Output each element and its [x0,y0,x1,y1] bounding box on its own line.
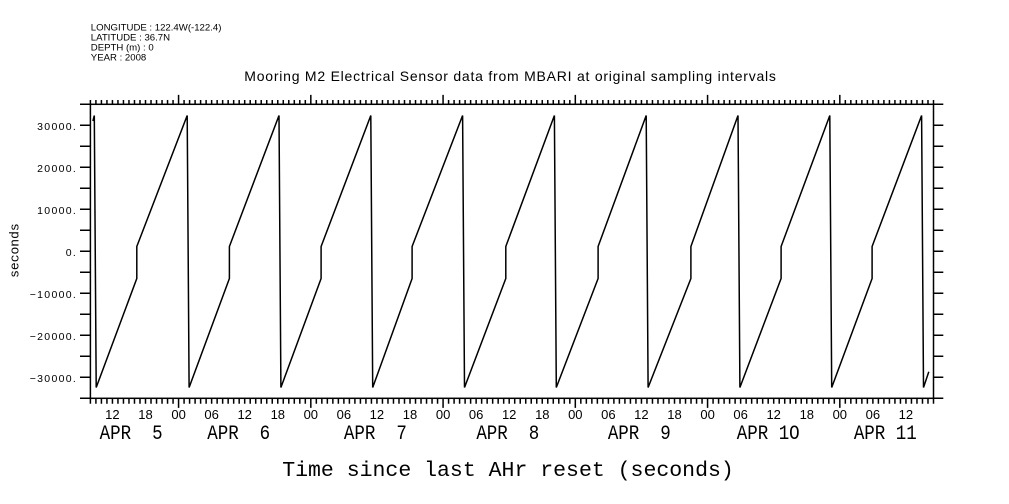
svg-text:20000.: 20000. [37,163,77,175]
svg-text:00: 00 [833,407,847,422]
svg-text:APR 5: APR 5 [100,422,163,446]
svg-text:18: 18 [403,407,417,422]
svg-text:0.: 0. [66,247,77,259]
svg-text:06: 06 [204,407,218,422]
svg-text:seconds: seconds [8,223,23,278]
svg-text:06: 06 [337,407,351,422]
svg-text:APR 6: APR 6 [207,422,270,446]
svg-text:06: 06 [733,407,747,422]
svg-text:−20000.: −20000. [30,331,77,343]
svg-text:12: 12 [634,407,648,422]
svg-text:APR 7: APR 7 [344,422,407,446]
svg-text:APR 11: APR 11 [854,422,917,446]
svg-text:00: 00 [700,407,714,422]
svg-text:30000.: 30000. [37,121,77,133]
svg-text:YEAR : 2008: YEAR : 2008 [91,53,146,64]
svg-text:DEPTH (m) : 0: DEPTH (m) : 0 [91,43,154,54]
svg-text:−10000.: −10000. [30,289,77,301]
svg-text:APR 9: APR 9 [608,422,671,446]
svg-text:Time since last AHr reset (sec: Time since last AHr reset (seconds) [282,459,734,483]
svg-text:00: 00 [304,407,318,422]
svg-text:00: 00 [171,407,185,422]
svg-text:12: 12 [502,407,516,422]
svg-text:Mooring M2 Electrical Sensor d: Mooring M2 Electrical Sensor data from M… [244,68,776,84]
svg-text:12: 12 [370,407,384,422]
svg-text:12: 12 [899,407,913,422]
svg-text:12: 12 [105,407,119,422]
svg-text:APR 8: APR 8 [476,422,539,446]
svg-text:APR 1O: APR 1O [737,422,800,446]
svg-text:06: 06 [469,407,483,422]
svg-text:LONGITUDE : 122.4W(-122.4): LONGITUDE : 122.4W(-122.4) [91,22,222,33]
svg-text:18: 18 [800,407,814,422]
svg-text:00: 00 [436,407,450,422]
svg-text:18: 18 [535,407,549,422]
svg-text:00: 00 [568,407,582,422]
svg-text:18: 18 [138,407,152,422]
svg-text:12: 12 [766,407,780,422]
svg-text:12: 12 [237,407,251,422]
svg-text:06: 06 [866,407,880,422]
svg-text:18: 18 [271,407,285,422]
svg-text:18: 18 [667,407,681,422]
svg-text:10000.: 10000. [37,205,77,217]
svg-text:LATITUDE : 36.7N: LATITUDE : 36.7N [91,33,170,44]
svg-text:−30000.: −30000. [30,373,77,385]
svg-text:06: 06 [601,407,615,422]
